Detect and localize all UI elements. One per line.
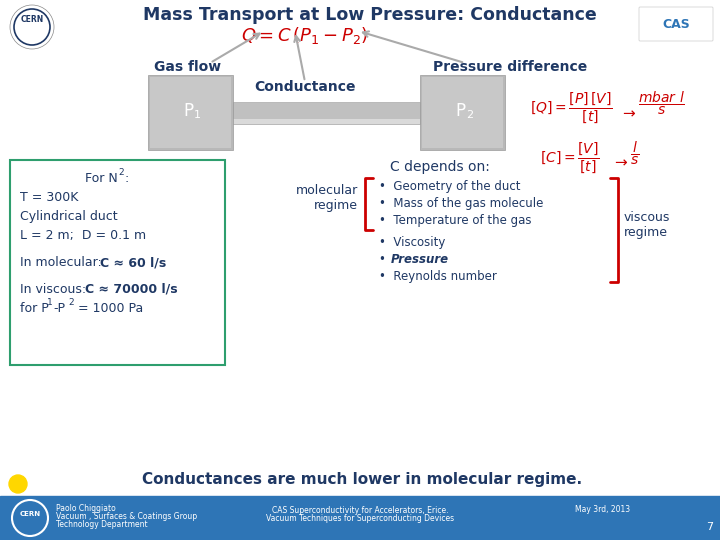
Text: •: • — [379, 253, 393, 266]
Text: Technology Department: Technology Department — [56, 520, 148, 529]
Text: for P: for P — [20, 302, 49, 315]
Text: •  Viscosity: • Viscosity — [379, 236, 446, 249]
Text: viscous
regime: viscous regime — [624, 211, 670, 239]
Text: 2: 2 — [466, 111, 473, 120]
Text: May 3rd, 2013: May 3rd, 2013 — [575, 505, 630, 515]
Text: $\dfrac{l}{s}$: $\dfrac{l}{s}$ — [630, 140, 639, 167]
Bar — [150, 77, 231, 148]
Text: Vacuum , Surfaces & Coatings Group: Vacuum , Surfaces & Coatings Group — [56, 512, 197, 521]
Bar — [422, 77, 503, 148]
Text: For N: For N — [85, 172, 117, 185]
Text: 1: 1 — [194, 111, 201, 120]
Text: •  Mass of the gas molecule: • Mass of the gas molecule — [379, 197, 544, 210]
Bar — [420, 75, 505, 150]
Text: Cylindrical duct: Cylindrical duct — [20, 210, 117, 223]
Text: -P: -P — [53, 302, 65, 315]
Bar — [0, 496, 720, 540]
Text: :: : — [125, 172, 129, 185]
Text: Paolo Chiggiato: Paolo Chiggiato — [56, 504, 116, 513]
Bar — [10, 160, 225, 365]
Text: P: P — [184, 102, 194, 119]
Text: $[Q] = \dfrac{[P]\,[V]}{[t]}$: $[Q] = \dfrac{[P]\,[V]}{[t]}$ — [530, 90, 613, 125]
Text: Mass Transport at Low Pressure: Conductance: Mass Transport at Low Pressure: Conducta… — [143, 6, 597, 24]
Text: C ≈ 70000 l/s: C ≈ 70000 l/s — [85, 283, 178, 296]
Text: 2: 2 — [119, 168, 124, 177]
Text: •  Temperature of the gas: • Temperature of the gas — [379, 214, 531, 227]
Text: 1: 1 — [47, 298, 53, 307]
Text: In viscous:: In viscous: — [20, 283, 90, 296]
Text: $\rightarrow$: $\rightarrow$ — [620, 105, 637, 120]
Bar — [233, 118, 420, 124]
Text: Pressure: Pressure — [391, 253, 449, 266]
Text: = 1000 Pa: = 1000 Pa — [74, 302, 143, 315]
Text: CAS Superconductivity for Accelerators, Erice.: CAS Superconductivity for Accelerators, … — [271, 506, 449, 515]
Text: C ≈ 60 l/s: C ≈ 60 l/s — [100, 256, 166, 269]
Text: •  Reynolds number: • Reynolds number — [379, 270, 497, 283]
Text: 7: 7 — [706, 522, 713, 532]
Text: 2: 2 — [68, 298, 73, 307]
FancyBboxPatch shape — [639, 7, 713, 41]
Text: In molecular:: In molecular: — [20, 256, 106, 269]
Text: $\dfrac{\mathit{mbar}\ l}{s}$: $\dfrac{\mathit{mbar}\ l}{s}$ — [638, 90, 685, 117]
Text: T = 300K: T = 300K — [20, 191, 78, 204]
Text: $Q = C\,(P_1 - P_2)$: $Q = C\,(P_1 - P_2)$ — [241, 25, 369, 46]
Text: $\rightarrow$: $\rightarrow$ — [612, 154, 629, 169]
Text: CERN: CERN — [19, 511, 40, 517]
Text: CAS: CAS — [662, 17, 690, 30]
Circle shape — [14, 9, 50, 45]
Text: P: P — [456, 102, 466, 119]
Text: Vacuum Techniques for Superconducting Devices: Vacuum Techniques for Superconducting De… — [266, 514, 454, 523]
Text: $[C] = \dfrac{[V]}{[t]}$: $[C] = \dfrac{[V]}{[t]}$ — [540, 140, 600, 174]
Text: Pressure difference: Pressure difference — [433, 60, 587, 74]
Text: •  Geometry of the duct: • Geometry of the duct — [379, 180, 521, 193]
Bar — [148, 75, 233, 150]
Text: CERN: CERN — [20, 16, 44, 24]
Text: Conductance: Conductance — [254, 80, 356, 94]
Text: Conductances are much lower in molecular regime.: Conductances are much lower in molecular… — [142, 472, 582, 487]
Circle shape — [10, 5, 54, 49]
Bar — [233, 102, 420, 124]
Text: L = 2 m;  D = 0.1 m: L = 2 m; D = 0.1 m — [20, 229, 146, 242]
Text: C depends on:: C depends on: — [390, 160, 490, 174]
Circle shape — [9, 475, 27, 493]
Text: molecular
regime: molecular regime — [296, 184, 358, 212]
Text: Gas flow: Gas flow — [154, 60, 222, 74]
